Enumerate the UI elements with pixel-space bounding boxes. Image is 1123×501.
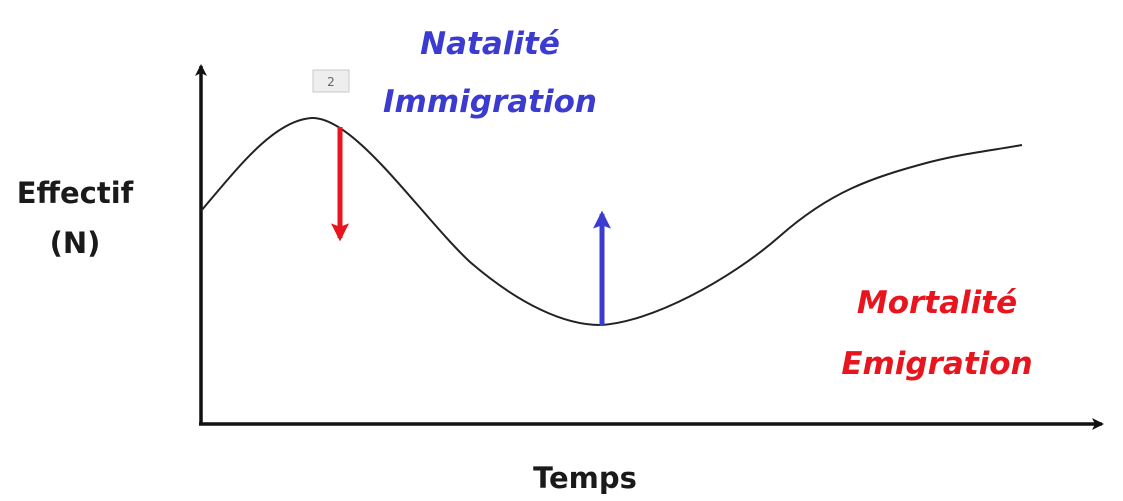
population-curve xyxy=(200,116,1023,327)
slide-number-badge xyxy=(312,69,350,93)
increase-factor-immigration: Immigration xyxy=(383,84,597,120)
y-axis-label-line1: Effectif xyxy=(17,176,134,210)
slide-number-text: 2 xyxy=(327,75,335,89)
y-axis-label-line2: (N) xyxy=(50,226,101,260)
decrease-factor-mortalite: Mortalité xyxy=(857,285,1017,321)
decrease-factor-emigration: Emigration xyxy=(841,346,1032,382)
x-axis-label: Temps xyxy=(533,461,637,495)
increase-factor-natalite: Natalité xyxy=(420,26,560,62)
